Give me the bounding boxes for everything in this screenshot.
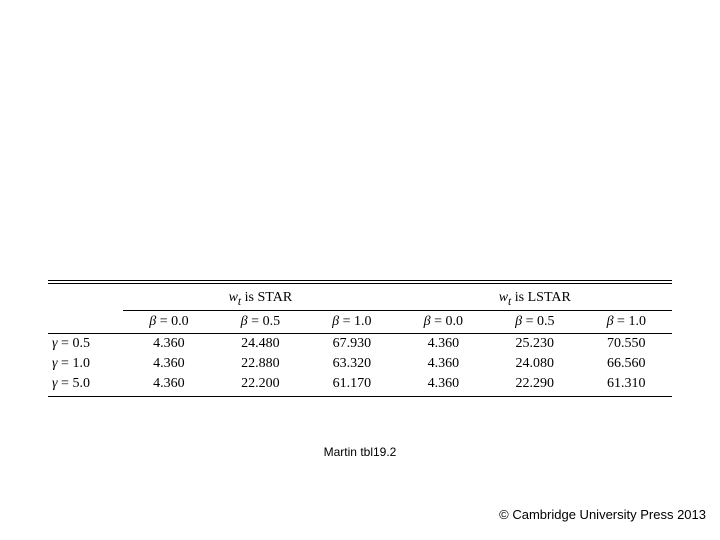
table-row: γ = 1.0 4.360 22.880 63.320 4.360 24.080… <box>48 354 672 374</box>
cell: 4.360 <box>123 333 214 354</box>
col-beta-1-lstar: β = 1.0 <box>581 310 672 333</box>
cell: 4.360 <box>123 354 214 374</box>
group-header-star: wt is STAR <box>123 286 397 310</box>
cell: 66.560 <box>581 354 672 374</box>
group-header-lstar-text: is LSTAR <box>515 290 571 305</box>
group-header-lstar: wt is LSTAR <box>398 286 672 310</box>
col-beta-05-star: β = 0.5 <box>215 310 306 333</box>
table-row: γ = 0.5 4.360 24.480 67.930 4.360 25.230… <box>48 333 672 354</box>
sub-header-row: β = 0.0 β = 0.5 β = 1.0 β = 0.0 β = 0.5 … <box>48 310 672 333</box>
cell: 24.080 <box>489 354 580 374</box>
cell: 22.200 <box>215 374 306 394</box>
cell: 4.360 <box>398 333 489 354</box>
cell: 22.880 <box>215 354 306 374</box>
group-header-row: wt is STAR wt is LSTAR <box>48 286 672 310</box>
col-beta-0-star: β = 0.0 <box>123 310 214 333</box>
row-label-gamma-1: γ = 1.0 <box>48 354 123 374</box>
cell: 25.230 <box>489 333 580 354</box>
table-row: γ = 5.0 4.360 22.200 61.170 4.360 22.290… <box>48 374 672 394</box>
cell: 24.480 <box>215 333 306 354</box>
table-container: wt is STAR wt is LSTAR β = 0.0 β = 0.5 β… <box>48 280 672 399</box>
cell: 22.290 <box>489 374 580 394</box>
cell: 63.320 <box>306 354 397 374</box>
cell: 61.310 <box>581 374 672 394</box>
blank-subcorner <box>48 310 123 333</box>
copyright-notice: © Cambridge University Press 2013 <box>499 507 706 522</box>
col-beta-05-lstar: β = 0.5 <box>489 310 580 333</box>
cell: 4.360 <box>398 374 489 394</box>
col-beta-1-star: β = 1.0 <box>306 310 397 333</box>
table-caption: Martin tbl19.2 <box>0 445 720 459</box>
cell: 4.360 <box>398 354 489 374</box>
cell: 4.360 <box>123 374 214 394</box>
group-header-star-text: is STAR <box>245 290 293 305</box>
cell: 70.550 <box>581 333 672 354</box>
row-label-gamma-05: γ = 0.5 <box>48 333 123 354</box>
col-beta-0-lstar: β = 0.0 <box>398 310 489 333</box>
row-label-gamma-5: γ = 5.0 <box>48 374 123 394</box>
blank-corner <box>48 286 123 310</box>
cell: 61.170 <box>306 374 397 394</box>
cell: 67.930 <box>306 333 397 354</box>
data-table: wt is STAR wt is LSTAR β = 0.0 β = 0.5 β… <box>48 280 672 399</box>
